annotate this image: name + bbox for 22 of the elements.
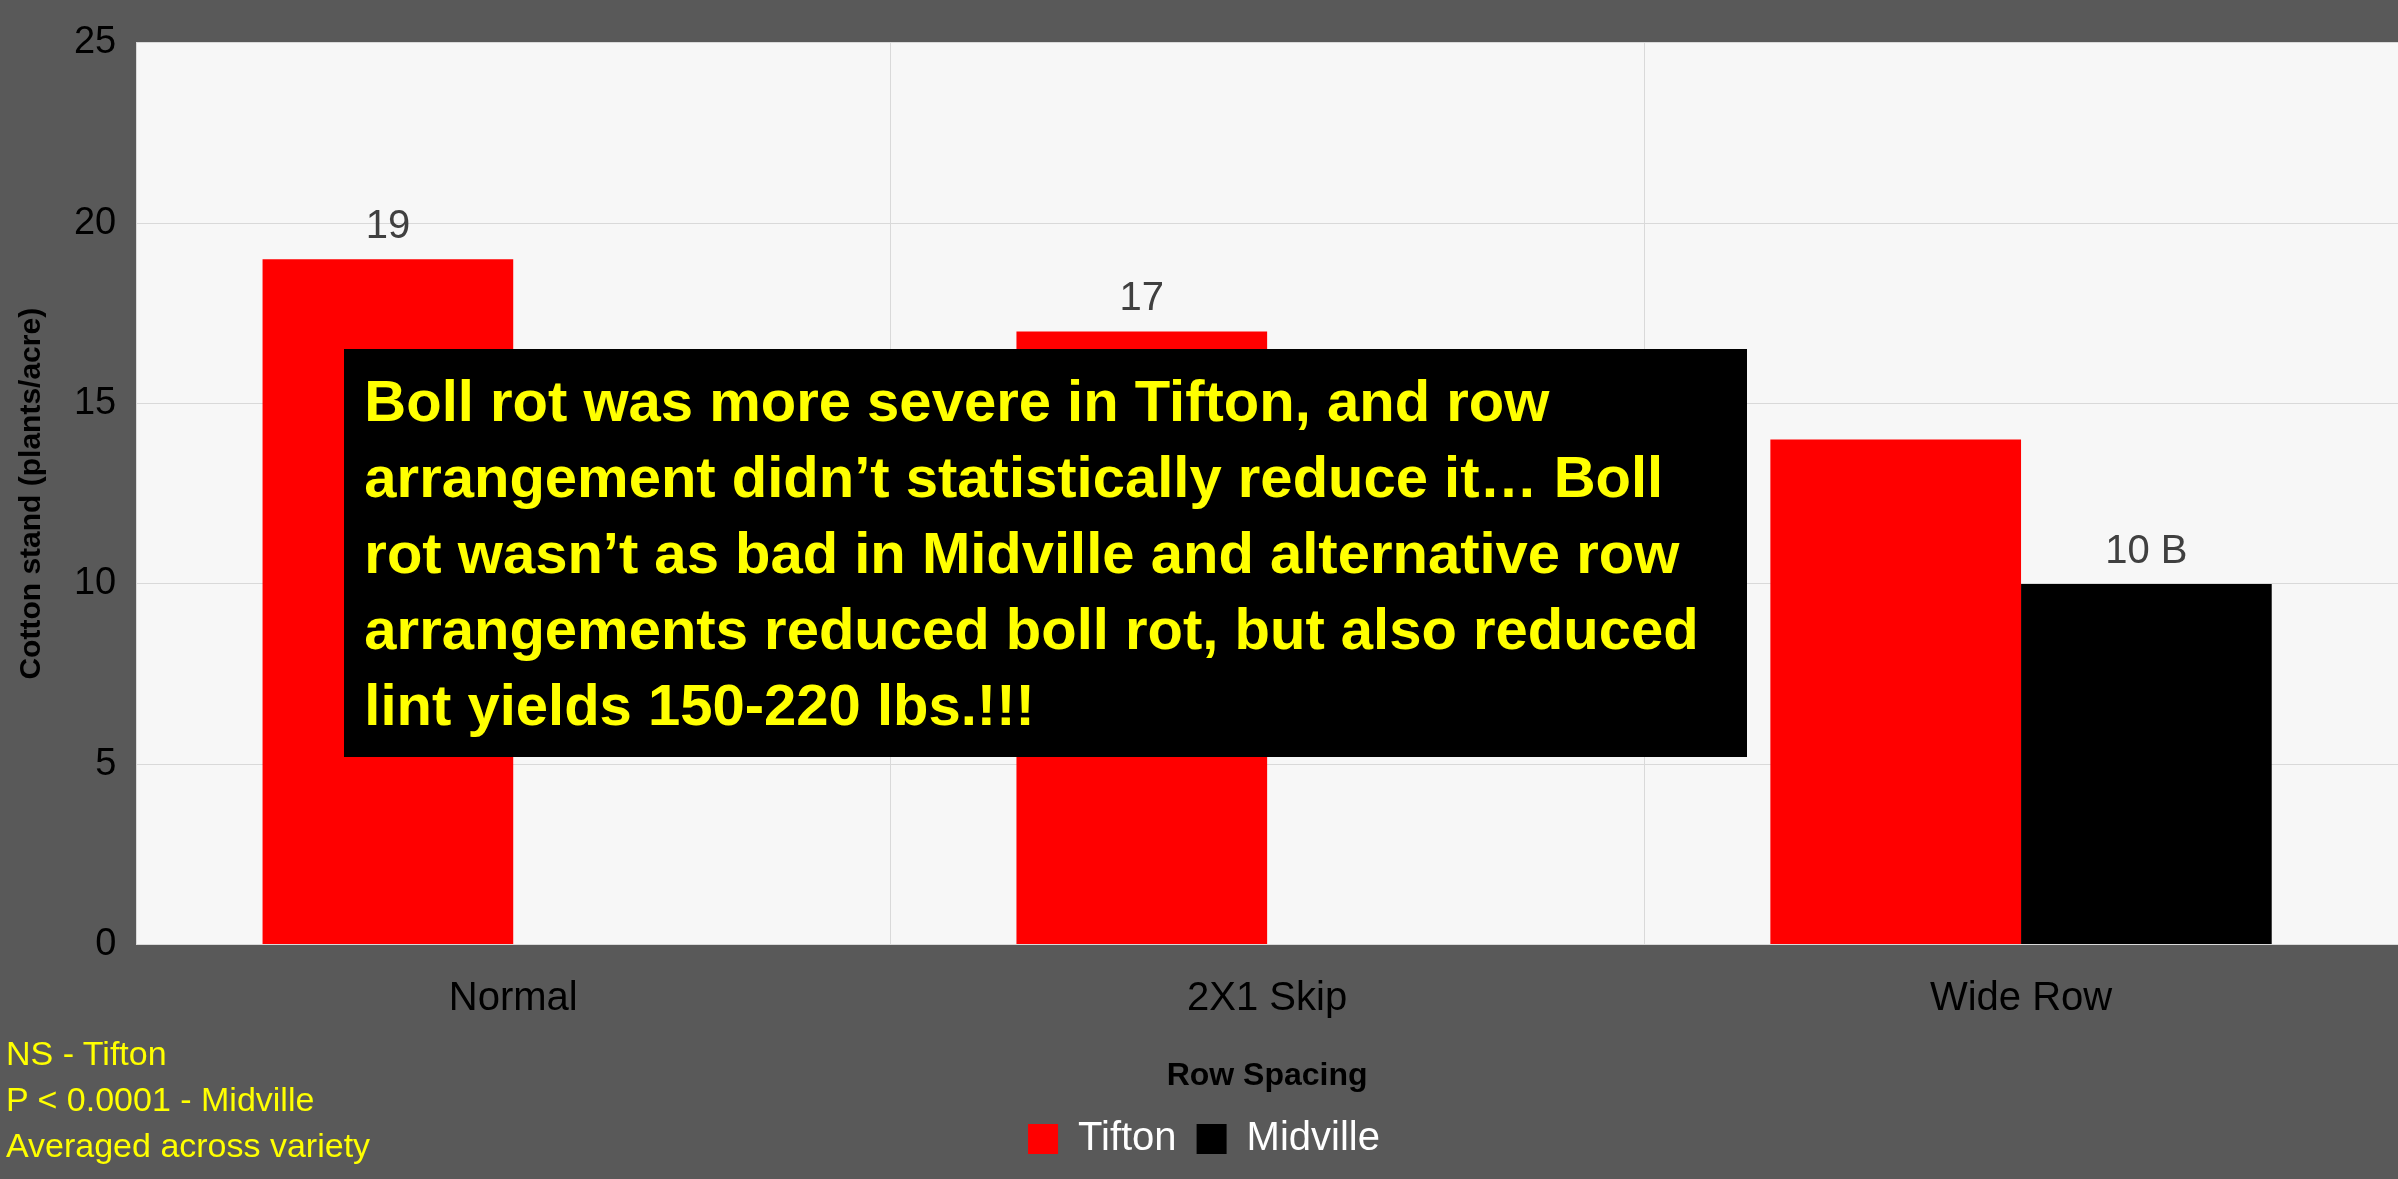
y-axis-title: Cotton stand (plants/acre): [13, 307, 47, 680]
text: Averaged across variety: [6, 1125, 371, 1166]
annotation: Boll rot was more severe in Tifton, and row arrangement didn’t statistically reduce it… Boll rot wasn’t as bad in Midville and alternative row arrangements reduced boll rot, but also reduced lint yields 150-220 lbs.!!!: [344, 349, 1747, 758]
y-tick-label: 10: [73, 560, 117, 603]
text: P < 0.0001 - Midville: [6, 1079, 316, 1120]
y-tick-label: 25: [73, 19, 117, 62]
legend-label: Tifton: [1078, 1114, 1177, 1159]
x-axis-title: Row Spacing: [1166, 1055, 1368, 1092]
y-tick-label: 0: [95, 921, 117, 964]
bar: [2021, 583, 2272, 945]
data-label: 19: [365, 202, 411, 247]
y-tick-label: 5: [95, 740, 117, 783]
bar: [1770, 439, 2022, 945]
y-tick-label: 15: [73, 380, 117, 422]
data-label: 10 B: [2105, 526, 2188, 571]
legend-label: Midville: [1246, 1114, 1380, 1159]
data-label: 17: [1119, 274, 1165, 319]
y-tick-label: 20: [73, 199, 117, 242]
x-tick-label: Normal: [448, 973, 578, 1018]
text: NS - Tifton: [6, 1033, 168, 1074]
x-tick-label: 2X1 Skip: [1187, 973, 1348, 1018]
x-tick-label: Wide Row: [1929, 973, 2113, 1018]
